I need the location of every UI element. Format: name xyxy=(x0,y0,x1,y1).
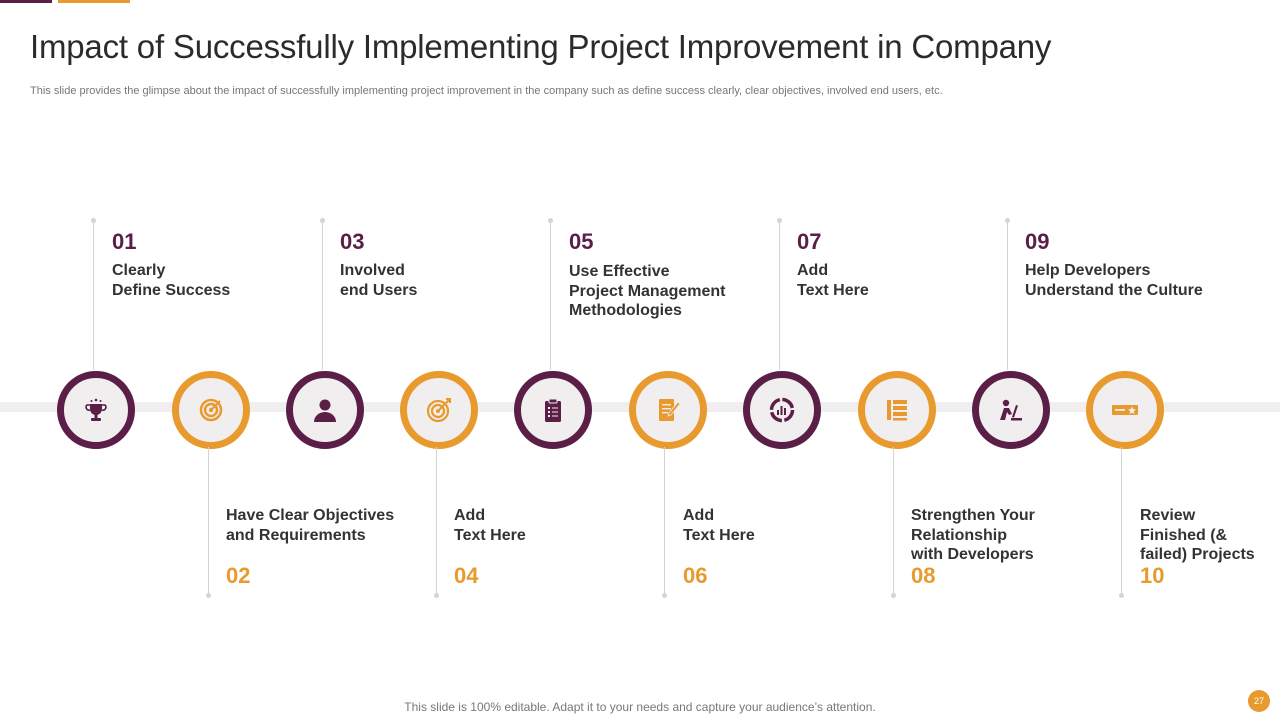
step-number-06: 06 xyxy=(683,563,708,588)
connector-dot xyxy=(91,218,96,223)
step-label-04: Add Text Here xyxy=(454,507,526,544)
connector-line xyxy=(322,222,323,370)
step-label-08: Strengthen Your Relationship with Develo… xyxy=(911,507,1035,563)
step-label-03: Involved end Users xyxy=(340,262,418,299)
connector-line xyxy=(93,222,94,370)
step-number-05: 05 xyxy=(569,229,594,254)
connector-dot xyxy=(206,593,211,598)
step-number-09: 09 xyxy=(1025,229,1050,254)
step-label-06: Add Text Here xyxy=(683,507,755,544)
step-label-02: Have Clear Objectives and Requirements xyxy=(226,507,395,544)
user-icon xyxy=(314,399,336,422)
connector-dot xyxy=(662,593,667,598)
step-circle-03 xyxy=(286,371,364,449)
connector-dot xyxy=(434,593,439,598)
target-icon xyxy=(199,398,223,422)
step-circle-09 xyxy=(972,371,1050,449)
document-edit-icon xyxy=(659,399,681,421)
dartboard-icon xyxy=(426,398,451,423)
developer-icon xyxy=(1000,399,1022,421)
chart-dial-icon xyxy=(769,397,795,423)
step-number-10: 10 xyxy=(1140,563,1165,588)
step-label-10: Review Finished (& failed) Projects xyxy=(1140,507,1255,563)
step-number-07: 07 xyxy=(797,229,822,254)
step-number-04: 04 xyxy=(454,563,479,588)
footer-note: This slide is 100% editable. Adapt it to… xyxy=(404,700,876,714)
step-circle-10 xyxy=(1086,371,1164,449)
step-label-05: Use Effective Project Management Methodo… xyxy=(569,263,726,319)
connector-line xyxy=(550,222,551,370)
top-accent-bar-purple xyxy=(0,0,52,3)
step-label-01: Clearly Define Success xyxy=(112,262,231,299)
step-number-02: 02 xyxy=(226,563,251,588)
page-number-badge: 27 xyxy=(1248,690,1270,712)
connector-line xyxy=(1121,447,1122,595)
connector-dot xyxy=(320,218,325,223)
connector-dot xyxy=(777,218,782,223)
connector-dot xyxy=(1005,218,1010,223)
step-circle-01 xyxy=(57,371,135,449)
connector-line xyxy=(893,447,894,595)
connector-line xyxy=(436,447,437,595)
step-circle-04 xyxy=(400,371,478,449)
page-title: Impact of Successfully Implementing Proj… xyxy=(30,28,1052,65)
top-accent-bar-orange xyxy=(58,0,130,3)
list-icon xyxy=(887,400,907,421)
step-circle-05 xyxy=(514,371,592,449)
step-circle-02 xyxy=(172,371,250,449)
step-label-09: Help Developers Understand the Culture xyxy=(1025,262,1203,299)
connector-line xyxy=(664,447,665,595)
connector-dot xyxy=(891,593,896,598)
clipboard-icon xyxy=(545,398,561,422)
step-label-07: Add Text Here xyxy=(797,262,869,299)
step-number-03: 03 xyxy=(340,229,365,254)
connector-line xyxy=(779,222,780,370)
step-number-01: 01 xyxy=(112,229,137,254)
connector-dot xyxy=(1119,593,1124,598)
connector-dot xyxy=(548,218,553,223)
connector-line xyxy=(1007,222,1008,370)
step-circle-08 xyxy=(858,371,936,449)
trophy-icon xyxy=(85,398,107,421)
page-subtitle: This slide provides the glimpse about th… xyxy=(30,85,943,97)
step-number-08: 08 xyxy=(911,563,936,588)
rating-icon xyxy=(1112,405,1138,415)
step-circle-07 xyxy=(743,371,821,449)
step-circle-06 xyxy=(629,371,707,449)
connector-line xyxy=(208,447,209,595)
